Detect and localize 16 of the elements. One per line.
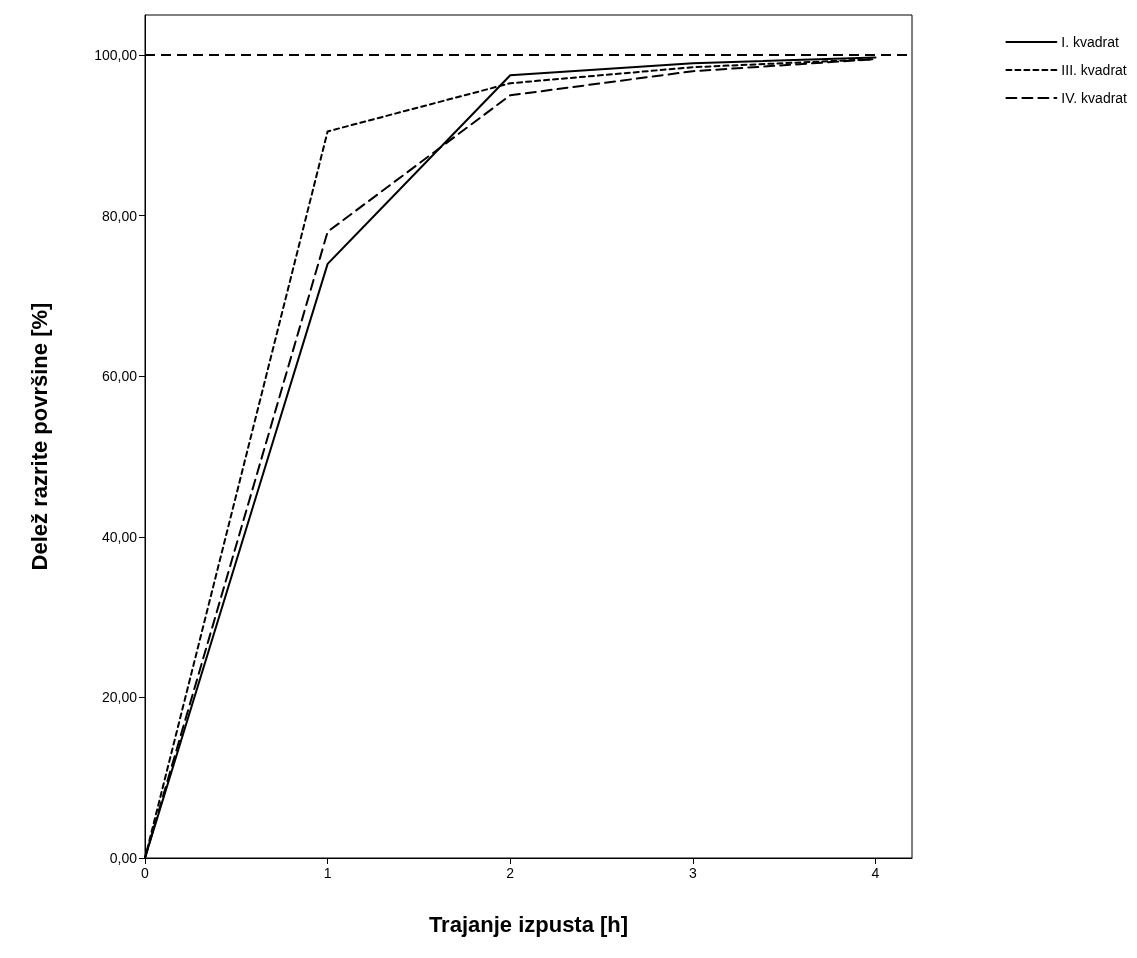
y-tick-label: 60,00 <box>101 368 138 385</box>
legend-label: III. kvadrat <box>1061 62 1127 78</box>
x-tick-label: 1 <box>323 865 332 881</box>
legend-label: IV. kvadrat <box>1061 90 1128 106</box>
x-tick-label: 4 <box>871 865 880 881</box>
x-tick-label: 0 <box>141 865 150 881</box>
y-tick-label: 80,00 <box>101 207 138 224</box>
y-tick-label: 100,00 <box>94 47 138 64</box>
x-tick-label: 2 <box>506 865 515 881</box>
y-tick-label: 20,00 <box>101 689 138 706</box>
x-tick-label: 3 <box>688 865 697 881</box>
y-axis-title: Delež razrite površine [%] <box>26 302 52 571</box>
x-axis-title: Trajanje izpusta [h] <box>428 911 629 937</box>
y-tick-label: 40,00 <box>101 528 138 545</box>
legend-label: I. kvadrat <box>1061 34 1120 50</box>
y-tick-label: 0,00 <box>109 850 138 866</box>
